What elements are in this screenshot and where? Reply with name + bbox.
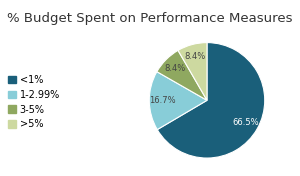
Text: 66.5%: 66.5% [233, 118, 260, 127]
Text: 16.7%: 16.7% [149, 96, 175, 105]
Text: 8.4%: 8.4% [185, 52, 206, 61]
Text: 8.4%: 8.4% [164, 64, 186, 73]
Wedge shape [157, 50, 207, 100]
Wedge shape [157, 43, 265, 158]
Text: % Budget Spent on Performance Measures: % Budget Spent on Performance Measures [7, 12, 293, 25]
Legend: <1%, 1-2.99%, 3-5%, >5%: <1%, 1-2.99%, 3-5%, >5% [8, 75, 60, 129]
Wedge shape [149, 72, 207, 130]
Wedge shape [178, 43, 207, 100]
